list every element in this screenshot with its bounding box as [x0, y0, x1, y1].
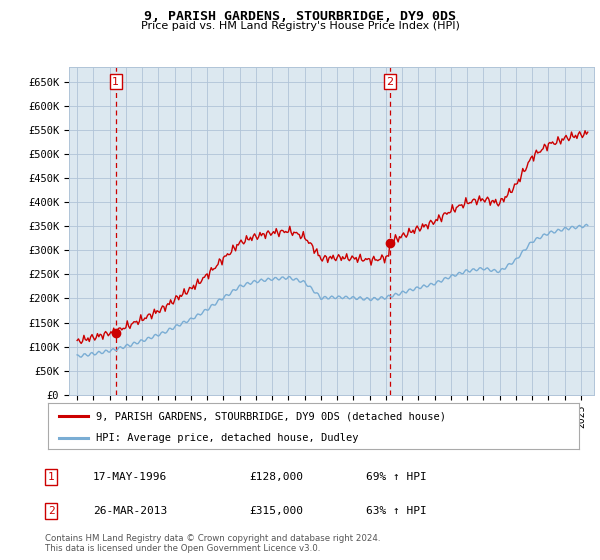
- Text: 17-MAY-1996: 17-MAY-1996: [93, 472, 167, 482]
- Text: Price paid vs. HM Land Registry's House Price Index (HPI): Price paid vs. HM Land Registry's House …: [140, 21, 460, 31]
- Text: 2: 2: [47, 506, 55, 516]
- Text: 9, PARISH GARDENS, STOURBRIDGE, DY9 0DS (detached house): 9, PARISH GARDENS, STOURBRIDGE, DY9 0DS …: [96, 411, 446, 421]
- Text: 26-MAR-2013: 26-MAR-2013: [93, 506, 167, 516]
- Text: 1: 1: [112, 77, 119, 87]
- Text: £315,000: £315,000: [249, 506, 303, 516]
- Text: HPI: Average price, detached house, Dudley: HPI: Average price, detached house, Dudl…: [96, 433, 358, 442]
- Text: £128,000: £128,000: [249, 472, 303, 482]
- Text: Contains HM Land Registry data © Crown copyright and database right 2024.
This d: Contains HM Land Registry data © Crown c…: [45, 534, 380, 553]
- Text: 69% ↑ HPI: 69% ↑ HPI: [366, 472, 427, 482]
- Text: 1: 1: [47, 472, 55, 482]
- Text: 2: 2: [386, 77, 393, 87]
- Text: 63% ↑ HPI: 63% ↑ HPI: [366, 506, 427, 516]
- Text: 9, PARISH GARDENS, STOURBRIDGE, DY9 0DS: 9, PARISH GARDENS, STOURBRIDGE, DY9 0DS: [144, 10, 456, 23]
